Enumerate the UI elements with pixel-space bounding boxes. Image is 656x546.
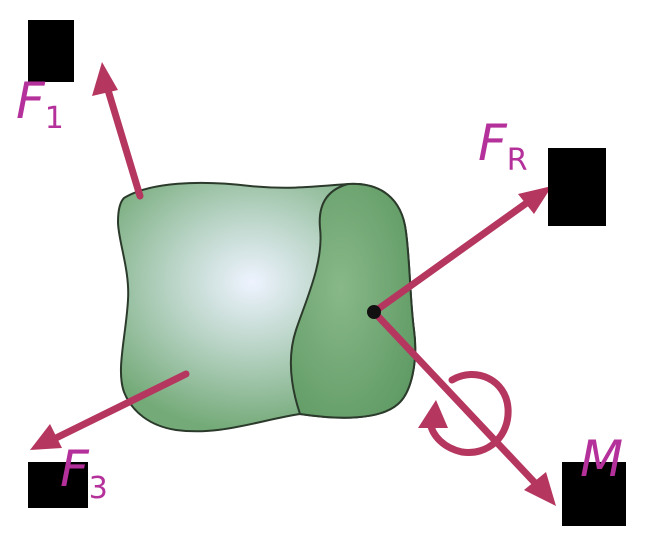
application-point: [367, 305, 381, 319]
redaction-box-f1: [28, 20, 74, 82]
label-f1: F1: [16, 72, 64, 136]
body-face: [289, 182, 417, 419]
force-arrow-f1: [92, 62, 144, 200]
label-fr: FR: [478, 114, 528, 178]
redaction-box-f3: [28, 462, 88, 508]
moment-rotation-arrow: [418, 371, 512, 456]
label-m: M: [580, 430, 623, 488]
label-f3: F3: [60, 440, 108, 506]
rigid-body: [116, 181, 417, 433]
force-arrow-f3: [30, 370, 190, 450]
force-arrow-fr: [370, 186, 552, 316]
redaction-box-fr: [548, 148, 606, 226]
moment-arrow-m: [370, 308, 556, 506]
redaction-box-m: [562, 462, 626, 526]
